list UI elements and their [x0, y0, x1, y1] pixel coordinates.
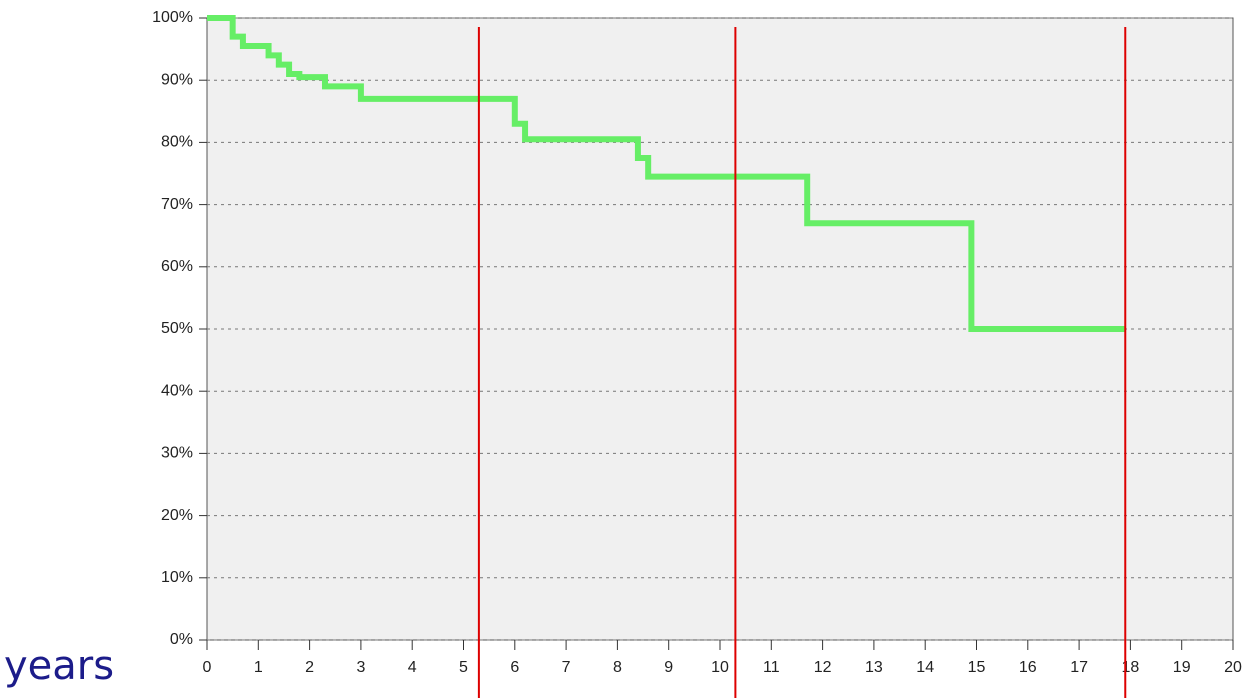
y-tick-label: 70% [161, 196, 193, 213]
y-tick-label: 100% [152, 9, 193, 26]
x-tick-label: 11 [763, 659, 780, 676]
y-tick-label: 80% [161, 134, 193, 151]
x-tick-label: 10 [711, 659, 729, 676]
x-tick-label: 12 [814, 659, 832, 676]
x-tick-label: 20 [1224, 659, 1242, 676]
x-tick-label: 6 [510, 659, 519, 676]
x-tick-label: 15 [968, 659, 986, 676]
x-tick-label: 1 [254, 659, 263, 676]
survival-curve [207, 15, 1126, 332]
x-tick-label: 19 [1173, 659, 1191, 676]
x-tick-label: 17 [1070, 659, 1088, 676]
x-axis-title: years [4, 643, 114, 689]
y-tick-label: 50% [161, 320, 193, 337]
x-tick-label: 4 [408, 659, 417, 676]
x-tick-label: 7 [562, 659, 571, 676]
y-tick-label: 40% [161, 382, 193, 399]
x-tick-label: 2 [305, 659, 314, 676]
x-tick-label: 8 [613, 659, 622, 676]
x-tick-label: 9 [664, 659, 673, 676]
x-tick-label: 3 [356, 659, 365, 676]
y-tick-label: 20% [161, 507, 193, 524]
y-tick-label: 90% [161, 71, 193, 88]
x-tick-label: 5 [459, 659, 468, 676]
y-tick-label: 10% [161, 569, 193, 586]
x-tick-label: 16 [1019, 659, 1037, 676]
y-tick-label: 60% [161, 258, 193, 275]
y-tick-label: 0% [170, 631, 193, 648]
y-tick-label: 30% [161, 445, 193, 462]
x-tick-label: 18 [1122, 659, 1140, 676]
x-tick-label: 13 [865, 659, 883, 676]
x-tick-label: 14 [916, 659, 934, 676]
x-tick-label: 0 [203, 659, 212, 676]
